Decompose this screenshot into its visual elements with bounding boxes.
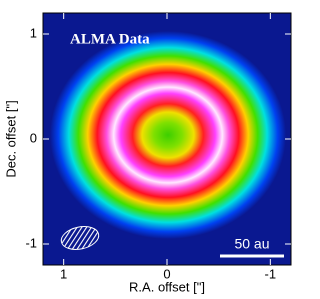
beam <box>60 226 100 250</box>
image-title: ALMA Data <box>70 31 150 47</box>
x-tick-label: 0 <box>163 266 170 281</box>
x-tick-label: -1 <box>265 266 277 281</box>
disk-image <box>50 31 286 239</box>
x-axis-label: R.A. offset ["] <box>129 279 205 294</box>
y-tick-label: 0 <box>30 130 37 145</box>
y-axis-label: Dec. offset ["] <box>3 100 18 177</box>
scale-bar-label: 50 au <box>234 236 269 252</box>
y-tick-label: -1 <box>25 235 37 250</box>
x-tick-label: 1 <box>60 266 67 281</box>
y-tick-label: 1 <box>30 25 37 40</box>
chart: 50 au ALMA Data R.A. offset ["] Dec. off… <box>3 12 292 294</box>
